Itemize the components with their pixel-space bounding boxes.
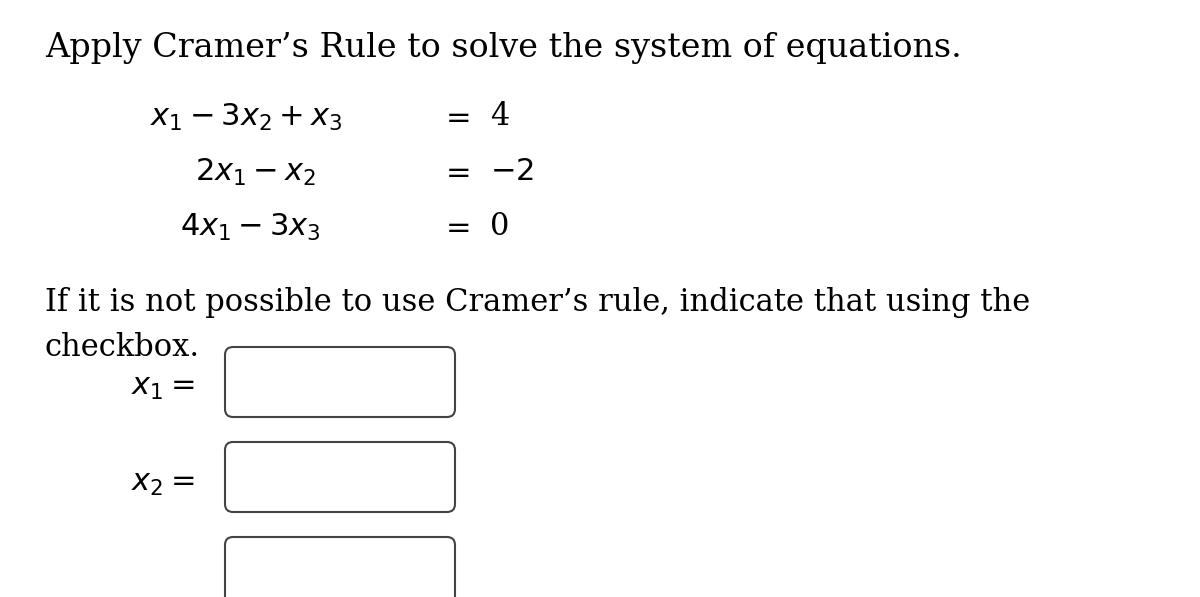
Text: Apply Cramer’s Rule to solve the system of equations.: Apply Cramer’s Rule to solve the system … [46, 32, 961, 64]
FancyBboxPatch shape [226, 537, 455, 597]
Text: $=$: $=$ [440, 211, 470, 242]
FancyBboxPatch shape [226, 442, 455, 512]
Text: $=$: $=$ [440, 101, 470, 133]
Text: If it is not possible to use Cramer’s rule, indicate that using the: If it is not possible to use Cramer’s ru… [46, 287, 1031, 318]
Text: 4: 4 [490, 101, 509, 133]
FancyBboxPatch shape [226, 347, 455, 417]
Text: $x_1 - 3x_2 + x_3$: $x_1 - 3x_2 + x_3$ [150, 101, 342, 133]
Text: $-2$: $-2$ [490, 156, 534, 187]
Text: $x_2 =$: $x_2 =$ [132, 466, 194, 497]
Text: $x_1 =$: $x_1 =$ [132, 371, 194, 402]
Text: $2x_1 - x_2$: $2x_1 - x_2$ [194, 156, 316, 187]
Text: 0: 0 [490, 211, 509, 242]
Text: $4x_1 - 3x_3$: $4x_1 - 3x_3$ [180, 211, 320, 242]
Text: $=$: $=$ [440, 156, 470, 187]
Text: checkbox.: checkbox. [46, 332, 200, 363]
